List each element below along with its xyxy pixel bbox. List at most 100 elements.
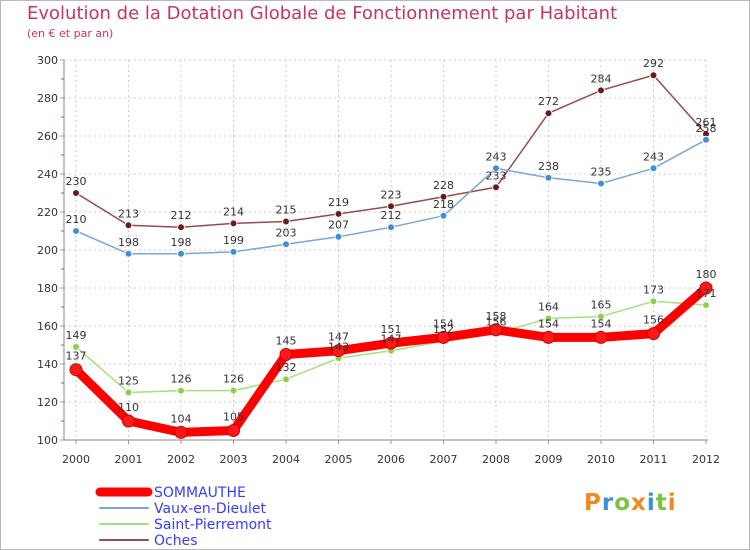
data-label: 154 [433, 317, 454, 330]
data-point [387, 223, 395, 232]
data-label: 173 [643, 283, 664, 296]
data-point [702, 135, 710, 144]
data-label: 212 [381, 209, 402, 222]
data-point [282, 375, 290, 384]
logo-letter: i [646, 490, 656, 516]
data-point [282, 217, 290, 226]
data-point [544, 109, 553, 118]
data-point [227, 424, 240, 437]
data-point [174, 425, 188, 439]
x-tick-label: 2002 [167, 453, 195, 466]
data-point [229, 219, 238, 228]
logo-letter: P [584, 490, 602, 516]
data-label: 219 [328, 196, 349, 209]
series-markers [69, 71, 713, 439]
data-point [229, 386, 238, 395]
data-point [649, 164, 658, 173]
x-tick-label: 2003 [220, 453, 248, 466]
data-point [229, 247, 238, 256]
data-point [492, 164, 500, 173]
y-tick-label: 300 [37, 54, 58, 67]
data-point [124, 388, 133, 397]
data-point [122, 414, 135, 428]
data-point [544, 314, 553, 323]
x-tick-label: 2012 [692, 453, 720, 466]
data-point [439, 211, 448, 220]
data-label: 165 [591, 299, 612, 312]
data-label: 156 [486, 316, 507, 329]
data-label: 149 [66, 329, 87, 342]
data-label: 238 [538, 160, 559, 173]
y-tick-label: 140 [37, 358, 58, 371]
data-point [597, 86, 605, 95]
data-label: 147 [381, 333, 402, 346]
data-label: 218 [433, 198, 454, 211]
data-label: 125 [118, 375, 139, 388]
legend-label: SOMMAUTHE [154, 485, 246, 501]
data-label: 235 [591, 166, 612, 179]
data-label: 243 [643, 150, 664, 163]
data-label: 272 [538, 95, 559, 108]
data-label: 164 [538, 300, 559, 313]
data-label: 207 [328, 219, 349, 232]
data-point [597, 179, 605, 188]
logo-letter: x [631, 490, 647, 516]
x-tick-label: 2009 [535, 453, 563, 466]
data-point [594, 330, 608, 344]
data-point [597, 312, 605, 321]
data-point [334, 209, 343, 218]
data-label: 126 [171, 373, 192, 386]
data-label: 126 [223, 373, 244, 386]
x-tick-label: 2001 [115, 453, 143, 466]
data-label: 156 [643, 314, 664, 327]
data-label: 243 [486, 150, 507, 163]
data-label: 214 [223, 205, 244, 218]
tick-labels: 100 120 140 160 180 200 220 240 260 280 300 2000 200… [37, 54, 720, 466]
data-point [699, 281, 713, 295]
logo-letter: r [601, 490, 615, 516]
data-point [177, 386, 185, 395]
x-tick-label: 2011 [640, 453, 668, 466]
x-tick-label: 2007 [430, 453, 458, 466]
data-label: 292 [643, 57, 664, 70]
y-tick-label: 160 [37, 320, 58, 333]
data-point [702, 301, 710, 310]
data-point [544, 173, 553, 182]
data-label: 171 [696, 287, 717, 300]
data-label: 258 [696, 122, 717, 135]
data-point [282, 240, 290, 249]
data-label: 147 [328, 331, 349, 344]
data-label: 228 [433, 179, 454, 192]
data-label: 132 [276, 361, 297, 374]
data-label: 154 [538, 317, 559, 330]
data-point [72, 189, 80, 197]
data-point [177, 249, 185, 258]
data-point [177, 223, 185, 232]
data-point [124, 221, 133, 230]
data-point [647, 327, 660, 341]
axes [60, 59, 708, 444]
y-tick-label: 220 [37, 206, 58, 219]
logo-letter: o [614, 490, 632, 516]
data-point [69, 363, 83, 377]
data-label: 143 [328, 340, 349, 353]
data-point [334, 232, 343, 241]
data-label: 151 [381, 323, 402, 336]
y-tick-label: 260 [37, 130, 58, 143]
legend: SOMMAUTHEVaux-en-DieuletSaint-Pierremont… [95, 485, 272, 549]
data-point [439, 192, 448, 201]
chart-title: Evolution de la Dotation Globale de Fonc… [27, 3, 618, 24]
data-label: 210 [66, 213, 87, 226]
data-label: 145 [276, 335, 297, 348]
x-tick-label: 2006 [377, 453, 405, 466]
data-label: 261 [696, 116, 717, 129]
proxiti-logo: Proxiti [584, 490, 677, 516]
data-label: 215 [276, 204, 297, 217]
data-label: 199 [223, 234, 244, 247]
data-label: 198 [171, 236, 192, 249]
data-point [384, 336, 398, 350]
data-label: 180 [696, 268, 717, 281]
data-point [72, 342, 80, 351]
